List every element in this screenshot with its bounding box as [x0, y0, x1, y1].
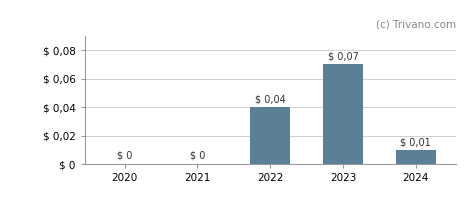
- Text: $ 0,04: $ 0,04: [255, 95, 286, 105]
- Bar: [323, 64, 363, 164]
- Text: $ 0,01: $ 0,01: [400, 137, 431, 147]
- Bar: [250, 107, 290, 164]
- Text: $ 0: $ 0: [190, 150, 205, 160]
- Text: $ 0: $ 0: [117, 150, 133, 160]
- Text: $ 0,07: $ 0,07: [328, 52, 359, 62]
- Bar: [396, 150, 436, 164]
- Text: (c) Trivano.com: (c) Trivano.com: [376, 19, 456, 29]
